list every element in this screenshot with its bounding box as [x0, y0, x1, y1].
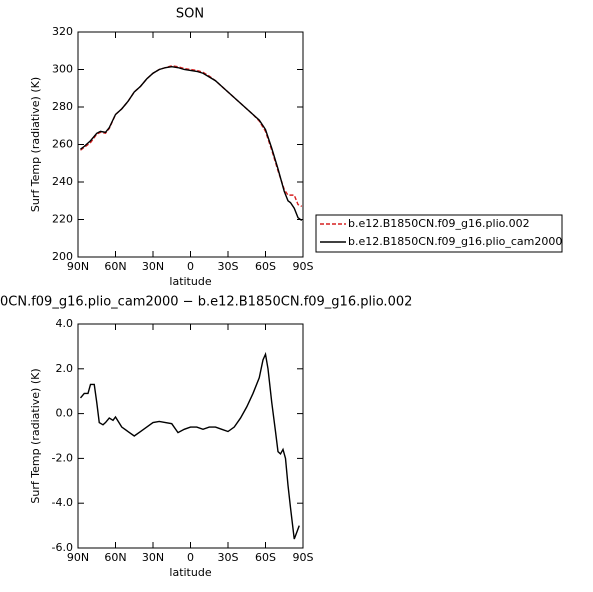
legend-label: b.e12.B1850CN.f09_g16.plio_cam2000 [348, 235, 562, 248]
y-tick-label: 200 [52, 250, 73, 263]
y-tick-label: 320 [52, 25, 73, 38]
x-tick-label: 30S [218, 551, 239, 564]
y-tick-label: -2.0 [52, 451, 73, 464]
legend-label: b.e12.B1850CN.f09_g16.plio.002 [348, 217, 530, 230]
x-tick-label: 0 [187, 260, 194, 273]
y-axis-label: Surf Temp (radiative) (K) [29, 368, 42, 503]
x-tick-label: 90N [67, 260, 89, 273]
x-tick-label: 60S [255, 551, 276, 564]
y-tick-label: -4.0 [52, 496, 73, 509]
y-tick-label: 0.0 [56, 407, 74, 420]
y-tick-label: 240 [52, 175, 73, 188]
x-tick-label: 90N [67, 551, 89, 564]
x-tick-label: 90S [293, 260, 314, 273]
y-tick-label: 4.0 [56, 317, 74, 330]
data-line [79, 351, 300, 540]
y-tick-label: 280 [52, 100, 73, 113]
chart-title: 0CN.f09_g16.plio_cam2000 − b.e12.B1850CN… [0, 295, 412, 310]
x-axis-label: latitude [169, 275, 211, 288]
x-tick-label: 30S [218, 260, 239, 273]
y-tick-label: 2.0 [56, 362, 74, 375]
x-tick-label: 60N [104, 551, 126, 564]
x-tick-label: 0 [187, 551, 194, 564]
x-tick-label: 90S [293, 551, 314, 564]
data-line [80, 65, 303, 208]
y-tick-label: 260 [52, 138, 73, 151]
chart-title: SON [176, 7, 204, 22]
x-tick-label: 30N [142, 551, 164, 564]
x-tick-label: 60S [255, 260, 276, 273]
y-tick-label: -6.0 [52, 541, 73, 554]
plot-frame [77, 31, 304, 258]
x-tick-label: 30N [142, 260, 164, 273]
y-tick-label: 300 [52, 63, 73, 76]
y-axis-label: Surf Temp (radiative) (K) [29, 77, 42, 212]
plot-frame [77, 323, 304, 549]
y-tick-label: 220 [52, 213, 73, 226]
x-axis-label: latitude [169, 566, 211, 579]
legend-box [315, 214, 563, 253]
x-tick-label: 60N [104, 260, 126, 273]
data-line [80, 65, 303, 222]
